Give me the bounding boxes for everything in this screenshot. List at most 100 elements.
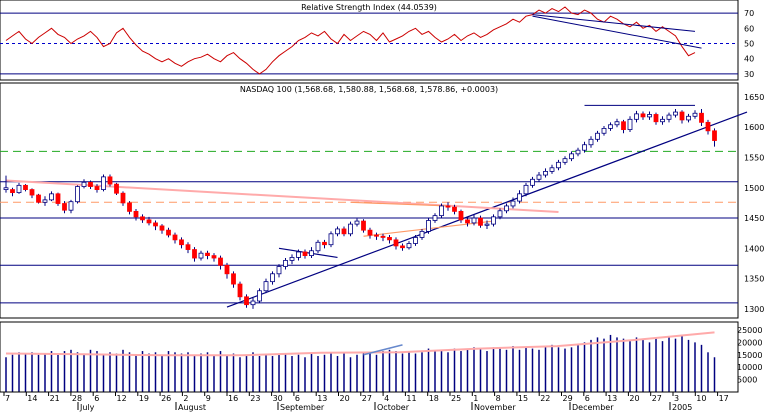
- candle-body: [257, 290, 262, 302]
- candle: [185, 242, 191, 254]
- x-month-label: October: [377, 403, 410, 412]
- candle-body: [120, 192, 126, 204]
- candle: [211, 253, 217, 262]
- x-month-label: November: [474, 403, 516, 412]
- candle: [315, 239, 321, 254]
- candle-body: [484, 223, 490, 226]
- x-day-label: 17: [719, 394, 729, 403]
- candle: [413, 235, 418, 246]
- candle-body: [705, 121, 711, 132]
- candle-body: [133, 210, 139, 218]
- candle-body: [458, 210, 464, 221]
- candle-body: [244, 296, 249, 306]
- candle: [296, 249, 301, 261]
- candle: [16, 182, 22, 194]
- candle: [322, 239, 327, 249]
- x-day-label: 2: [183, 394, 188, 403]
- candle: [244, 294, 249, 308]
- candle-body: [653, 114, 659, 123]
- candle-body: [29, 189, 35, 196]
- candle-body: [601, 128, 607, 134]
- candle-body: [172, 234, 178, 241]
- candle: [10, 187, 15, 197]
- x-day-label: 26: [161, 394, 171, 403]
- candle: [367, 227, 373, 239]
- price-tick-label: 1300: [744, 305, 764, 314]
- candle: [543, 168, 548, 178]
- candle: [686, 113, 691, 123]
- candle: [237, 281, 243, 301]
- candle-body: [686, 115, 691, 121]
- candle-body: [608, 124, 613, 129]
- candle: [523, 182, 529, 197]
- candle: [699, 109, 704, 126]
- candle-body: [549, 167, 555, 172]
- candle-body: [575, 149, 581, 155]
- candle: [445, 202, 451, 211]
- price-tick-label: 1650: [744, 93, 764, 102]
- candle: [595, 130, 600, 142]
- candle: [354, 218, 360, 227]
- candle-body: [523, 184, 529, 195]
- candle-body: [107, 176, 113, 185]
- rsi-frame: [0, 0, 739, 81]
- x-day-label: 23: [250, 394, 260, 403]
- candle-body: [588, 138, 594, 146]
- x-day-label: 20: [340, 394, 350, 403]
- volume-tick-label: 25000: [737, 326, 762, 335]
- candle: [29, 188, 35, 199]
- candle: [660, 116, 665, 125]
- candle-body: [68, 201, 74, 211]
- candle-body: [367, 229, 373, 236]
- candle-body: [263, 281, 269, 292]
- candle: [68, 199, 74, 214]
- candle: [439, 203, 444, 219]
- rsi-panel: Relative Strength Index (44.0539) 30 40 50…: [0, 0, 754, 81]
- candle-body: [296, 251, 301, 258]
- candle: [107, 174, 113, 187]
- rsi-tick-label: 40: [744, 55, 754, 64]
- candle: [231, 271, 236, 288]
- candle: [634, 110, 639, 123]
- candle: [647, 111, 652, 120]
- candle-body: [348, 223, 353, 235]
- candle-body: [75, 186, 80, 203]
- candle-body: [426, 220, 431, 232]
- candle: [562, 156, 568, 165]
- candle-body: [393, 239, 399, 247]
- candle-body: [445, 205, 451, 208]
- x-day-label: 1: [473, 394, 478, 403]
- candle-body: [569, 153, 574, 160]
- candle-body: [439, 205, 444, 217]
- candle-body: [153, 222, 158, 227]
- candle: [582, 141, 587, 153]
- price-title: NASDAQ 100 (1,568.68, 1,580.88, 1,568.68…: [240, 85, 498, 94]
- candle-body: [270, 273, 275, 283]
- candle-body: [699, 112, 704, 123]
- rsi-tick-label: 50: [744, 40, 754, 49]
- candle: [393, 237, 399, 250]
- candle: [62, 201, 67, 214]
- candle-body: [224, 264, 230, 275]
- candle-body: [640, 113, 646, 118]
- candle: [42, 196, 48, 206]
- candle-body: [10, 189, 15, 194]
- candle-body: [101, 176, 106, 190]
- candle-body: [380, 235, 386, 238]
- candle: [712, 128, 717, 147]
- candle: [497, 208, 503, 220]
- candle: [172, 232, 178, 244]
- volume-annotation: [363, 344, 403, 356]
- candle: [478, 215, 483, 228]
- candle: [159, 224, 165, 234]
- candle-body: [114, 183, 119, 194]
- candle: [406, 241, 412, 250]
- rsi-tick-label: 30: [744, 70, 754, 79]
- candle-body: [517, 193, 522, 202]
- candle-body: [218, 257, 223, 266]
- x-day-label: 14: [27, 394, 37, 403]
- candle-body: [361, 220, 366, 231]
- candle: [387, 235, 392, 244]
- x-day-label: 6: [585, 394, 590, 403]
